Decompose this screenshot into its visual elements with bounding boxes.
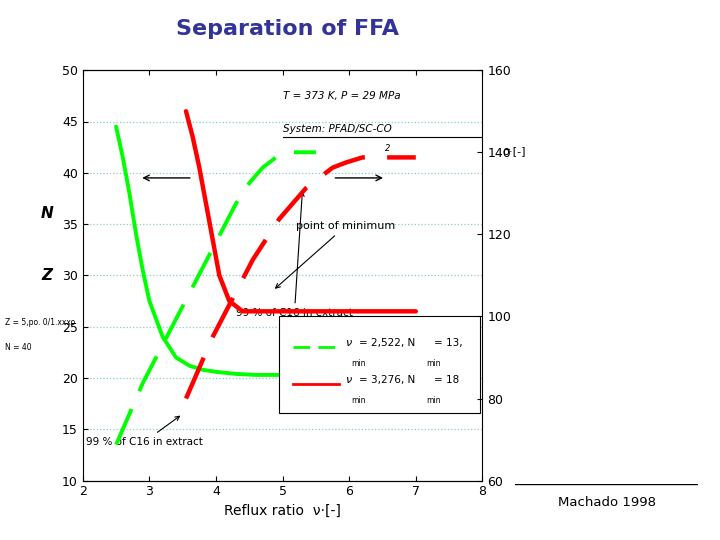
Text: Z = 5,po. 0/1.xxxo: Z = 5,po. 0/1.xxxo [5, 318, 75, 327]
Text: System: PFAD/SC-CO: System: PFAD/SC-CO [283, 124, 392, 133]
Text: 99 % of C16 in extract: 99 % of C16 in extract [86, 416, 203, 447]
Text: = 13,: = 13, [434, 338, 463, 348]
Text: $\nu$: $\nu$ [345, 338, 353, 348]
FancyBboxPatch shape [279, 316, 480, 413]
Text: 2: 2 [384, 144, 390, 153]
Text: 2: 2 [674, 114, 682, 124]
Text: min: min [352, 359, 366, 368]
Text: N = 40: N = 40 [5, 343, 32, 352]
Text: = 3,276, N: = 3,276, N [359, 375, 415, 385]
Text: = 2,522, N: = 2,522, N [359, 338, 415, 348]
Text: T = 373 K, P = 29 MPa: T = 373 K, P = 29 MPa [283, 91, 400, 101]
Text: min: min [426, 359, 441, 368]
Text: Machado 1998: Machado 1998 [557, 496, 656, 509]
Text: 99 % of C16 in extract: 99 % of C16 in extract [236, 192, 353, 319]
Text: = 18: = 18 [434, 375, 459, 385]
Text: min: min [426, 396, 441, 405]
Text: C16/C18-FFA -CO: C16/C18-FFA -CO [521, 97, 677, 114]
Text: $\nu$: $\nu$ [345, 375, 353, 385]
Text: point of minimum: point of minimum [276, 221, 395, 288]
Text: Z: Z [41, 267, 53, 282]
Text: σ·[-]: σ·[-] [503, 146, 526, 156]
X-axis label: Reflux ratio  ν·[-]: Reflux ratio ν·[-] [224, 504, 341, 518]
Text: N: N [40, 206, 53, 221]
Text: Separation of FFA: Separation of FFA [176, 19, 400, 39]
Text: min: min [352, 396, 366, 405]
FancyBboxPatch shape [511, 484, 702, 522]
